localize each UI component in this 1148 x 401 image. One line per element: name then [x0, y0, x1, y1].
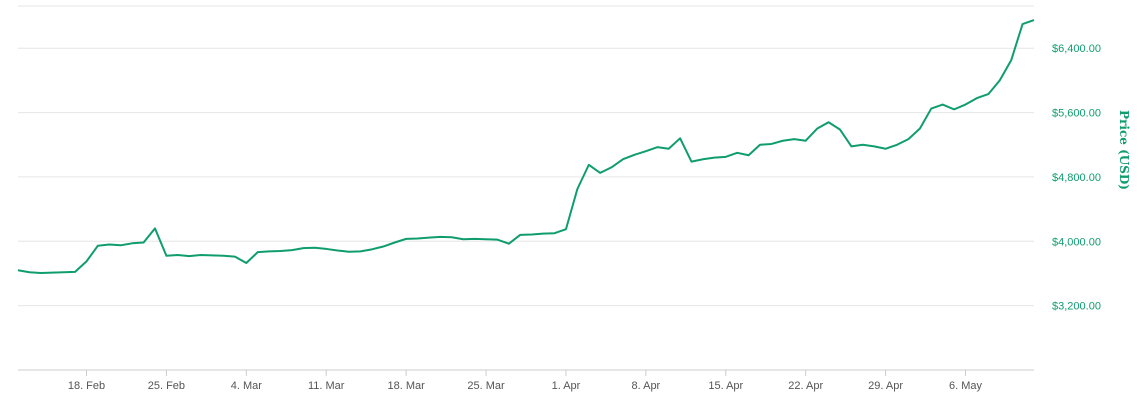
- x-axis-ticks: 18. Feb 25. Feb 4. Mar 11. Mar 18. Mar 25. Ma…: [68, 370, 983, 392]
- x-tick-label: 11. Mar: [308, 380, 345, 392]
- x-tick-label: 18. Mar: [387, 380, 425, 392]
- x-tick-label: 29. Apr: [868, 380, 903, 392]
- y-axis-label: Price (USD): [1117, 110, 1131, 190]
- price-series-line: [17, 19, 1035, 275]
- gridlines: [18, 5, 1034, 307]
- x-tick-label: 22. Apr: [788, 380, 823, 392]
- x-tick-label: 8. Apr: [631, 380, 660, 392]
- x-tick-label: 1. Apr: [552, 380, 581, 392]
- x-tick-label: 6. May: [949, 380, 983, 392]
- x-tick-label: 25. Feb: [148, 380, 185, 392]
- x-tick-label: 15. Apr: [708, 380, 743, 392]
- y-tick-label: $6,400.00: [1052, 43, 1101, 55]
- x-tick-label: 25. Mar: [467, 380, 505, 392]
- y-tick-label: $4,000.00: [1052, 236, 1101, 248]
- x-tick-label: 18. Feb: [68, 380, 105, 392]
- y-axis-ticks: $3,200.00 $4,000.00 $4,800.00 $5,600.00 $6,4…: [1052, 43, 1101, 312]
- x-tick-label: 4. Mar: [231, 380, 263, 392]
- y-tick-label: $4,800.00: [1052, 172, 1101, 184]
- y-tick-label: $5,600.00: [1052, 108, 1101, 120]
- y-tick-label: $3,200.00: [1052, 301, 1101, 313]
